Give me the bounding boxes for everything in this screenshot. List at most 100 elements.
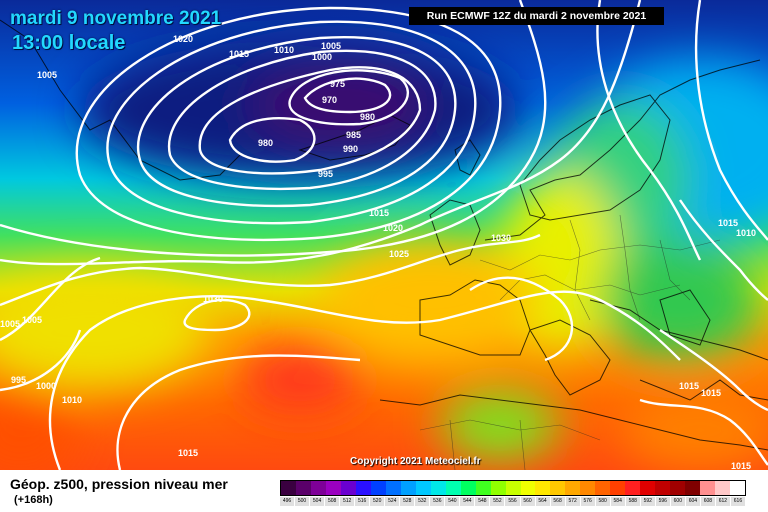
color-scale-swatch <box>340 481 356 495</box>
isobar-label: 1010 <box>736 228 756 238</box>
isobar-label: 1005 <box>37 70 57 80</box>
color-scale-value: 568 <box>550 497 566 506</box>
color-scale-swatch <box>565 481 581 495</box>
isobar-label: 1015 <box>731 461 751 470</box>
isobar-label: 1015 <box>369 208 389 218</box>
isobar-label: 1030 <box>491 233 511 243</box>
copyright-notice: Copyright 2021 Meteociel.fr <box>350 456 481 467</box>
color-scale-value: 564 <box>535 497 551 506</box>
color-scale-value: 532 <box>415 497 431 506</box>
color-scale-value: 588 <box>625 497 641 506</box>
color-scale-swatch <box>520 481 536 495</box>
color-scale-swatch <box>730 481 746 495</box>
color-scale-swatch <box>595 481 611 495</box>
borders <box>419 214 721 470</box>
color-scale-value: 556 <box>505 497 521 506</box>
color-scale-value: 552 <box>490 497 506 506</box>
color-scale-value: 496 <box>280 497 296 506</box>
isobar-label: 975 <box>330 79 345 89</box>
color-scale-value: 584 <box>610 497 626 506</box>
color-scale-swatch <box>505 481 521 495</box>
color-scale-swatch <box>325 481 341 495</box>
color-scale-swatch <box>475 481 491 495</box>
isobar-label: 990 <box>343 144 358 154</box>
color-scale-value: 592 <box>640 497 656 506</box>
color-scale-swatch <box>281 481 296 495</box>
color-scale-swatch <box>385 481 401 495</box>
isobar-label: 995 <box>318 169 333 179</box>
color-scale-value: 604 <box>685 497 701 506</box>
color-scale-swatch <box>370 481 386 495</box>
forecast-date: mardi 9 novembre 2021 <box>10 8 222 29</box>
forecast-local-time: 13:00 locale <box>12 32 126 54</box>
isobars <box>0 0 768 470</box>
field-title: Géop. z500, pression niveau mer <box>10 476 228 492</box>
isobar-label: 1015 <box>701 388 721 398</box>
color-scale-value: 536 <box>430 497 446 506</box>
color-scale-swatch <box>310 481 326 495</box>
color-scale-swatch <box>430 481 446 495</box>
color-scale-swatch <box>670 481 686 495</box>
isobar-label: 970 <box>322 95 337 105</box>
color-scale-value: 520 <box>370 497 386 506</box>
color-scale-swatch <box>580 481 596 495</box>
color-scale-labels: 496 500 504 508 512 516 520 524 528 532 536 540 544 5… <box>280 497 746 506</box>
model-run-info: Run ECMWF 12Z du mardi 2 novembre 2021 <box>409 7 664 25</box>
color-scale-value: 524 <box>385 497 401 506</box>
isobar-label: 980 <box>360 112 375 122</box>
color-scale-swatch <box>445 481 461 495</box>
color-scale-value: 600 <box>670 497 686 506</box>
color-scale-swatch <box>715 481 731 495</box>
color-scale-swatch <box>295 481 311 495</box>
isobar-label: 1015 <box>679 381 699 391</box>
color-scale-swatch <box>415 481 431 495</box>
color-scale-value: 616 <box>730 497 746 506</box>
isobar-label: 1000 <box>36 381 56 391</box>
isobar-label: 1030 <box>203 294 223 304</box>
color-scale-swatch <box>700 481 716 495</box>
isobar-label: 1015 <box>229 49 249 59</box>
color-scale-value: 576 <box>580 497 596 506</box>
color-scale-value: 540 <box>445 497 461 506</box>
isobar-label: 1010 <box>274 45 294 55</box>
color-scale-swatch <box>460 481 476 495</box>
color-scale-swatch <box>400 481 416 495</box>
color-scale-value: 608 <box>700 497 716 506</box>
isobar-label: 1010 <box>62 395 82 405</box>
isobar-label: 1000 <box>312 52 332 62</box>
color-scale-swatch <box>355 481 371 495</box>
isobar-label: 1005 <box>0 319 20 329</box>
color-scale-value: 528 <box>400 497 416 506</box>
color-scale-value: 512 <box>340 497 356 506</box>
isobar-label: 985 <box>346 130 361 140</box>
color-scale-swatch <box>640 481 656 495</box>
color-scale-swatch <box>685 481 701 495</box>
isobar-label: 1005 <box>321 41 341 51</box>
color-scale-value: 516 <box>355 497 371 506</box>
color-scale-value: 612 <box>715 497 731 506</box>
isobar-label: 980 <box>258 138 273 148</box>
color-scale-value: 596 <box>655 497 671 506</box>
color-scale-swatch <box>625 481 641 495</box>
isobar-label: 1020 <box>173 34 193 44</box>
isobar-label: 1025 <box>389 249 409 259</box>
color-scale-swatch <box>655 481 671 495</box>
color-scale-value: 580 <box>595 497 611 506</box>
color-scale <box>280 480 746 496</box>
isobar-label-layer: 1020 1015 1010 1005 1000 1005 975 970 98… <box>0 34 756 470</box>
color-scale-swatch <box>610 481 626 495</box>
color-scale-swatch <box>535 481 551 495</box>
color-scale-swatch <box>550 481 566 495</box>
isobar-label: 1005 <box>22 315 42 325</box>
color-scale-value: 504 <box>310 497 326 506</box>
forecast-map: 1020 1015 1010 1005 1000 1005 975 970 98… <box>0 0 768 470</box>
color-scale-swatch <box>490 481 506 495</box>
color-scale-value: 500 <box>295 497 311 506</box>
lead-time: (+168h) <box>14 494 53 506</box>
color-scale-value: 572 <box>565 497 581 506</box>
isobar-label: 995 <box>11 375 26 385</box>
color-scale-value: 544 <box>460 497 476 506</box>
isobar-label: 1015 <box>178 448 198 458</box>
color-scale-value: 560 <box>520 497 536 506</box>
